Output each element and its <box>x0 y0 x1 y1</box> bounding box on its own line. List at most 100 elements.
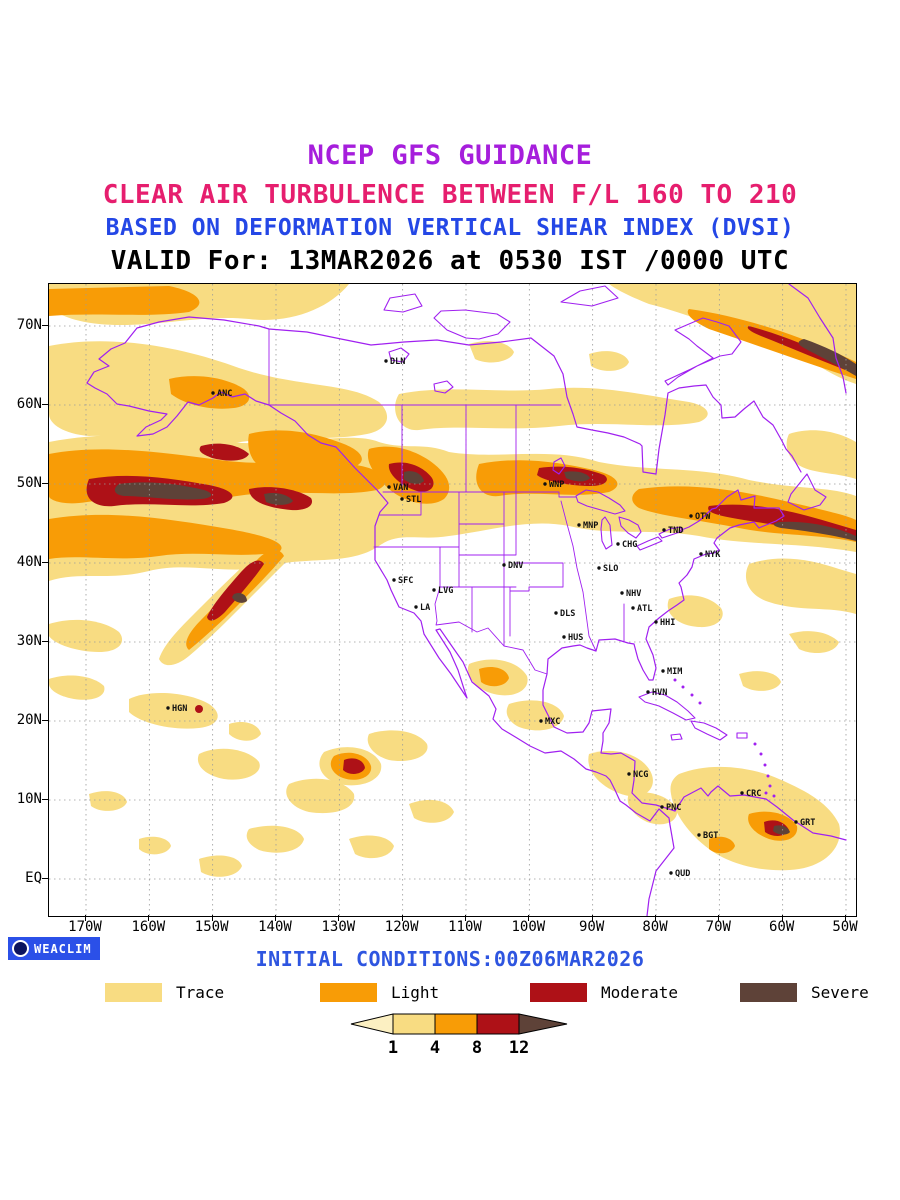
station-marker <box>689 514 693 518</box>
turbulence-severe-layer <box>114 339 856 835</box>
station-marker <box>597 566 601 570</box>
station-marker <box>562 635 566 639</box>
legend-item-light: Light <box>320 983 439 1002</box>
station-label: SLO <box>603 564 618 574</box>
station-label: LA <box>420 603 430 613</box>
station-label: NYK <box>705 550 721 560</box>
station-label: STL <box>406 495 421 505</box>
legend-label: Severe <box>811 983 869 1002</box>
station-marker <box>620 591 624 595</box>
station-marker <box>631 606 635 610</box>
scale-right-arrow <box>518 1013 568 1035</box>
y-tick-label: 40N <box>16 554 42 570</box>
legend-item-moderate: Moderate <box>530 983 678 1002</box>
map-canvas: DLN ANC VAN STL WNP MNP OTW TND CHG NYK DNV SLO SFC L… <box>48 283 857 917</box>
weaclim-logo: WEACLIM <box>8 937 100 960</box>
station-marker <box>554 611 558 615</box>
coastlines-layer <box>86 284 847 916</box>
station-marker <box>166 706 170 710</box>
legend-label: Light <box>391 983 440 1002</box>
station-label: MXC <box>545 717 560 727</box>
station-marker <box>794 820 798 824</box>
scale-tick-value: 12 <box>508 1038 530 1058</box>
turbulence-legend: Trace Light Moderate Severe <box>0 983 900 1005</box>
station-label: MNP <box>583 521 598 531</box>
station-marker <box>669 871 673 875</box>
scale-tick-value: 4 <box>429 1038 441 1058</box>
station-label: QUD <box>675 869 690 879</box>
y-axis-tick <box>42 799 48 800</box>
legend-label: Moderate <box>601 983 679 1002</box>
x-axis-tick <box>85 915 86 921</box>
station-label: HGN <box>172 704 187 714</box>
station-label: HHI <box>660 618 675 628</box>
x-tick-label: 60W <box>769 919 795 935</box>
station-label: GRT <box>800 818 815 828</box>
x-tick-label: 120W <box>384 919 419 935</box>
station-marker <box>543 482 547 486</box>
station-marker <box>654 620 658 624</box>
station-marker <box>699 552 703 556</box>
station-label: SFC <box>398 576 413 586</box>
title-model: NCEP GFS GUIDANCE <box>307 140 593 171</box>
x-axis-tick <box>464 915 466 921</box>
station-label: ATL <box>637 604 652 614</box>
scale-tick-value: 8 <box>471 1038 483 1058</box>
legend-item-severe: Severe <box>740 983 869 1002</box>
legend-swatch <box>740 983 797 1002</box>
y-axis-tick <box>42 483 48 484</box>
x-axis-tick <box>401 915 403 921</box>
coastline-path <box>86 284 847 916</box>
initial-conditions-text: INITIAL CONDITIONS:00Z06MAR2026 <box>255 947 645 971</box>
small-islands-dots <box>673 678 776 798</box>
station-marker <box>384 359 388 363</box>
y-tick-label: 30N <box>16 633 42 649</box>
station-marker <box>392 578 396 582</box>
y-axis-tick <box>42 404 48 405</box>
legend-label: Trace <box>176 983 225 1002</box>
turbulence-trace-layer <box>49 284 856 877</box>
x-tick-label: 80W <box>642 919 668 935</box>
station-label: NCG <box>633 770 648 780</box>
x-axis-tick <box>528 915 530 921</box>
x-axis-tick <box>718 915 720 921</box>
latitude-axis: 70N 60N 50N 40N 30N 20N 10N EQ <box>0 283 44 915</box>
x-axis-tick <box>148 915 150 921</box>
islands-and-lakes-path <box>383 285 827 741</box>
station-marker <box>740 791 744 795</box>
legend-swatch <box>320 983 377 1002</box>
x-tick-label: 100W <box>511 919 546 935</box>
x-axis-tick <box>591 915 593 921</box>
station-marker <box>400 497 404 501</box>
station-label: DLN <box>390 357 405 367</box>
x-tick-label: 70W <box>705 919 731 935</box>
longitude-axis: 170W 160W 150W 140W 130W 120W 110W 100W 90W 80W 70… <box>48 919 858 939</box>
x-tick-label: 130W <box>321 919 356 935</box>
station-label: NHV <box>626 589 641 599</box>
station-marker <box>432 588 436 592</box>
title-method: BASED ON DEFORMATION VERTICAL SHEAR INDE… <box>105 215 795 241</box>
x-tick-label: 110W <box>448 919 482 935</box>
station-label: ANC <box>217 389 232 399</box>
political-borders-path <box>268 328 625 675</box>
legend-swatch <box>105 983 162 1002</box>
y-axis-tick <box>42 325 48 326</box>
station-label: LVG <box>438 586 453 596</box>
x-tick-label: 50W <box>832 919 858 935</box>
x-tick-label: 90W <box>579 919 605 935</box>
station-label: DNV <box>508 561 523 571</box>
station-label: DLS <box>560 609 575 619</box>
x-axis-tick <box>274 915 276 921</box>
scale-segment-trace <box>392 1013 436 1035</box>
x-tick-label: 160W <box>131 919 166 935</box>
station-marker <box>661 669 665 673</box>
x-axis-tick <box>654 915 656 921</box>
weaclim-logo-text: WEACLIM <box>34 941 92 956</box>
y-tick-label: 70N <box>16 317 42 333</box>
title-product: CLEAR AIR TURBULENCE BETWEEN F/L 160 TO … <box>102 180 798 210</box>
station-marker <box>414 605 418 609</box>
station-label: HVN <box>652 688 667 698</box>
y-axis-tick <box>42 562 48 563</box>
station-label: MIM <box>667 667 682 677</box>
